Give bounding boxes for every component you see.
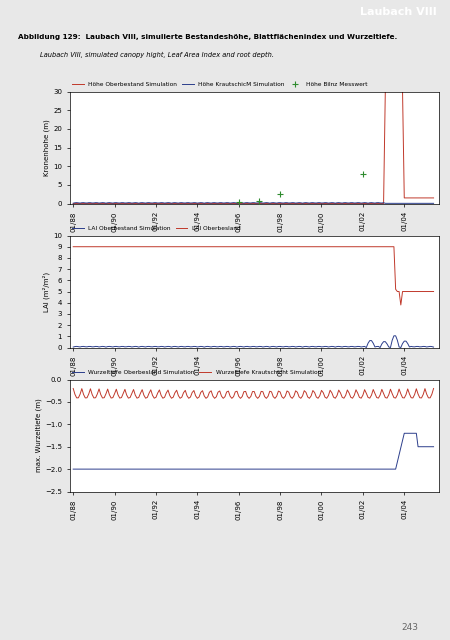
Text: Laubach VIII: Laubach VIII <box>360 7 436 17</box>
Y-axis label: LAI (m²/m²): LAI (m²/m²) <box>43 271 50 312</box>
Y-axis label: max. Wurzeltiefe (m): max. Wurzeltiefe (m) <box>36 399 42 472</box>
Point <box>256 195 263 205</box>
Legend: LAI Oberbestand Simulation, LAI Oberbesland: LAI Oberbestand Simulation, LAI Oberbesl… <box>70 223 243 234</box>
Legend: Wurzeltiefe Oberbesland Simulation, Wurzeltiefe Krautschicht Simulation: Wurzeltiefe Oberbesland Simulation, Wurz… <box>70 367 324 378</box>
Text: Laubach VIII, simulated canopy hight, Leaf Area Index and root depth.: Laubach VIII, simulated canopy hight, Le… <box>40 52 274 58</box>
Point <box>276 189 284 199</box>
Point <box>359 168 366 179</box>
Y-axis label: Kronenhohe (m): Kronenhohe (m) <box>44 119 50 176</box>
Point <box>235 196 243 207</box>
Text: 243: 243 <box>401 623 419 632</box>
Text: Abbildung 129:  Laubach VIII, simulierte Bestandeshöhe, Blattflächenindex und Wu: Abbildung 129: Laubach VIII, simulierte … <box>18 34 397 40</box>
Legend: Höhe Oberbestand Simulation, Höhe KrautschicM Simulation, Höhe Bilnz Messwert: Höhe Oberbestand Simulation, Höhe Krauts… <box>70 79 369 89</box>
